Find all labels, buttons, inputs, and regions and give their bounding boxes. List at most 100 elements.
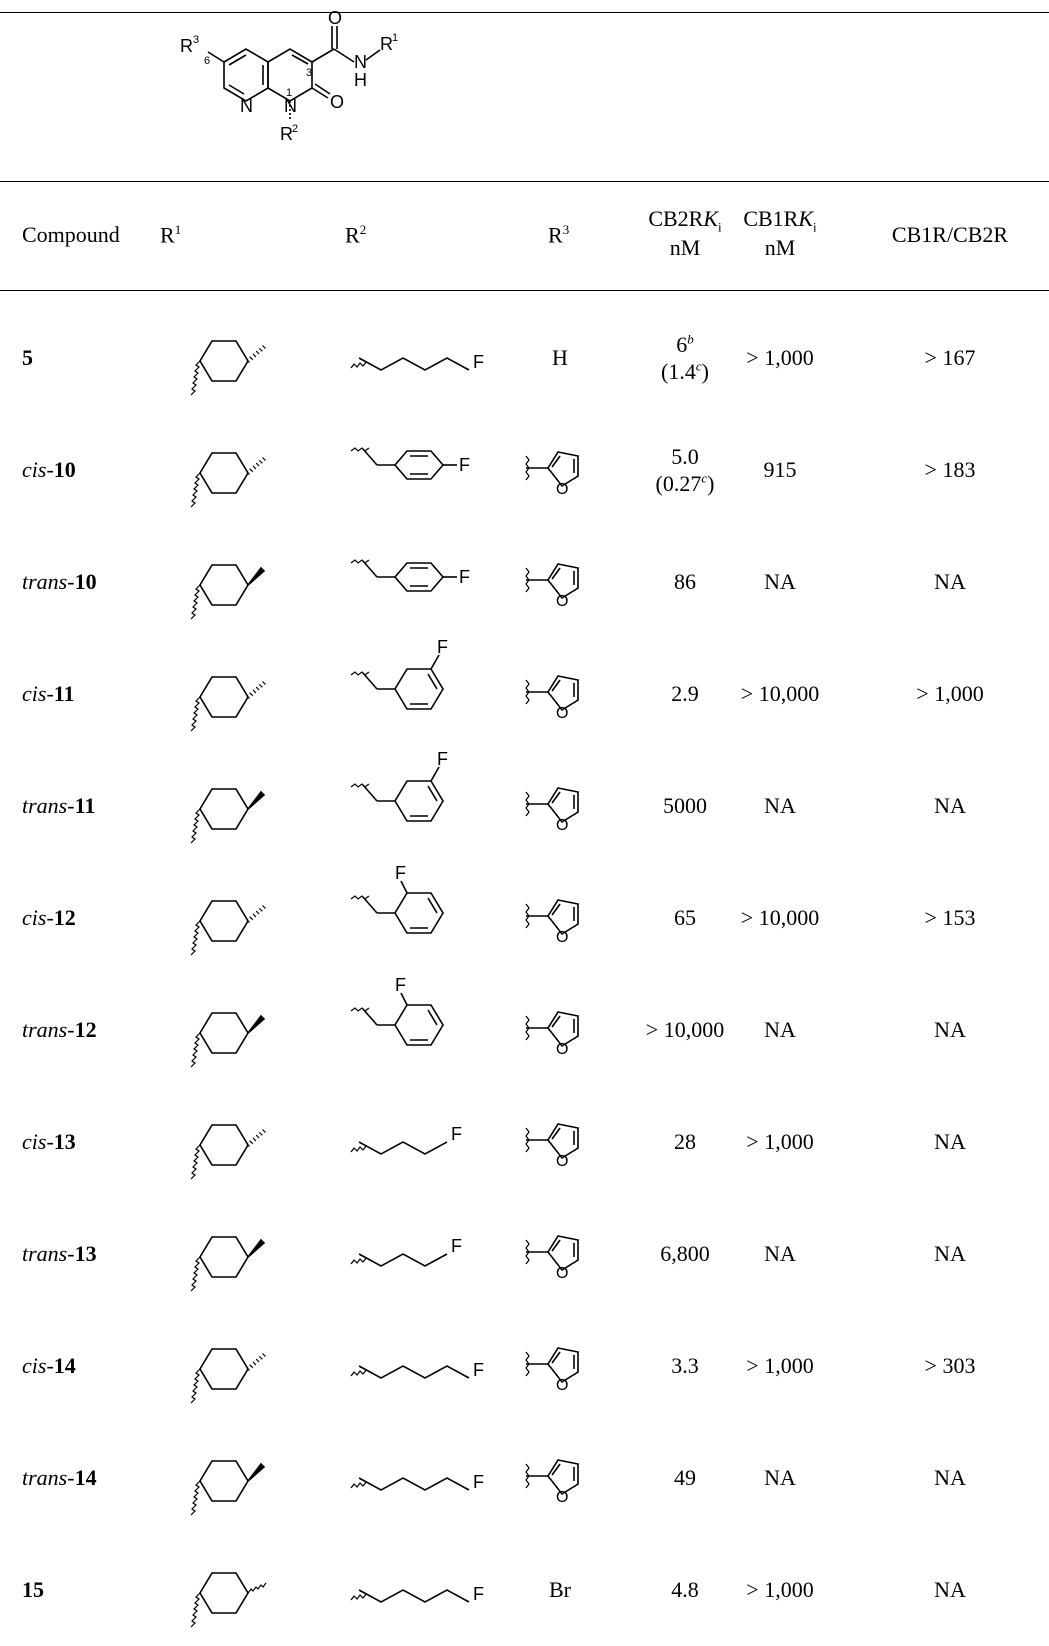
- cb1-ki-value: > 1,000: [746, 1129, 814, 1154]
- r1-structure: [160, 1198, 275, 1310]
- r3-substituent: Br: [515, 1534, 605, 1646]
- selectivity-ratio: > 183: [924, 457, 976, 482]
- fluorine-label: F: [395, 863, 406, 883]
- fluorine-label: F: [437, 637, 448, 657]
- stereo-prefix: trans-: [22, 1465, 75, 1490]
- r1-structure: [160, 302, 275, 414]
- svg-text:1: 1: [392, 32, 398, 44]
- fluorine-label: F: [459, 455, 470, 475]
- header-compound: Compound: [22, 222, 120, 247]
- svg-text:N: N: [284, 96, 297, 116]
- footnote-marker: b: [687, 331, 694, 347]
- stereo-prefix: trans-: [22, 1017, 75, 1042]
- furan-icon: O: [525, 675, 579, 722]
- furan-icon: O: [525, 1459, 579, 1506]
- compound-name: cis- 13: [22, 1086, 142, 1198]
- r3-substituent: O: [515, 1422, 605, 1534]
- compound-name: cis- 14: [22, 1310, 142, 1422]
- top-rule: [0, 12, 1049, 13]
- svg-text:N: N: [354, 52, 367, 72]
- paren-close: ): [701, 359, 709, 384]
- cb2-ki-value: 6,800: [640, 1198, 730, 1310]
- r1-structure: [160, 974, 275, 1086]
- table-row: cis- 13 F O 28 > 1,000 NA: [0, 1086, 1049, 1198]
- stereo-prefix: cis-: [22, 1353, 54, 1378]
- cb2-ki-value: 5.0 (0.27c): [640, 414, 730, 526]
- compound-number: 13: [53, 1129, 76, 1154]
- cb1-ki-value: > 1,000: [746, 345, 814, 370]
- table-row: trans- 12 F O > 10,000 NA NA: [0, 974, 1049, 1086]
- furan-oxygen-label: O: [556, 1489, 568, 1506]
- selectivity-ratio: > 1,000: [916, 681, 984, 706]
- table-row: trans- 11 F O 5000 NA NA: [0, 749, 1049, 862]
- table-row: cis- 12 F O 65 > 10,000 > 153: [0, 862, 1049, 974]
- compound-name: 5: [22, 302, 142, 414]
- cb2-ki-value: 5000: [640, 750, 730, 862]
- fluorobenzyl-icon: F: [350, 863, 444, 934]
- compound-name: cis- 12: [22, 862, 142, 974]
- header-r2: R2: [345, 222, 367, 248]
- compound-number: 5: [22, 345, 33, 370]
- r2-structure: F: [345, 1086, 505, 1198]
- compound-name: cis- 11: [22, 638, 142, 750]
- svg-text:R: R: [380, 34, 393, 54]
- r3-text: H: [552, 345, 568, 370]
- r1-structure: [160, 1310, 275, 1422]
- selectivity-ratio: NA: [934, 569, 966, 594]
- fluorine-label: F: [451, 1236, 462, 1256]
- stereo-prefix: cis-: [22, 905, 54, 930]
- selectivity-ratio: > 153: [924, 905, 976, 930]
- compound-name: trans- 12: [22, 974, 142, 1086]
- header-top-rule: [0, 181, 1049, 182]
- footnote-marker: c: [701, 470, 708, 486]
- table-row: cis- 11 F O 2.9 > 10,000 > 1,000: [0, 637, 1049, 750]
- furan-oxygen-label: O: [556, 1377, 568, 1394]
- cb1-ki-value: NA: [764, 1017, 796, 1042]
- stereo-prefix: cis-: [22, 1129, 54, 1154]
- fluoroalkyl-chain-icon: F: [350, 1360, 484, 1380]
- r3-text: Br: [549, 1577, 571, 1602]
- fluorine-label: F: [473, 352, 484, 372]
- cb1-ki-value: > 1,000: [746, 1353, 814, 1378]
- cb1-ki-value: 915: [763, 457, 797, 482]
- r1-structure: [160, 414, 275, 526]
- selectivity-ratio: NA: [934, 1017, 966, 1042]
- r1-structure: [160, 1086, 275, 1198]
- r2-structure: F: [345, 414, 505, 526]
- fluoroalkyl-chain-icon: F: [350, 1584, 484, 1604]
- cb1-ki-value: > 10,000: [740, 681, 820, 706]
- fluoroalkyl-chain-icon: F: [350, 1124, 462, 1155]
- fluorobenzyl-icon: F: [350, 749, 448, 822]
- footnote-marker: c: [695, 358, 702, 374]
- furan-icon: O: [525, 1235, 579, 1282]
- r2-structure: F: [345, 526, 505, 638]
- svg-text:N: N: [240, 96, 253, 116]
- furan-oxygen-label: O: [556, 481, 568, 498]
- r3-substituent: H: [515, 302, 605, 414]
- compound-name: cis- 10: [22, 414, 142, 526]
- fluoroalkyl-chain-icon: F: [350, 1236, 462, 1267]
- svg-text:O: O: [330, 92, 344, 112]
- compound-name: trans- 14: [22, 1422, 142, 1534]
- cyclohexyl-icon: [190, 788, 266, 844]
- fluorobenzyl-icon: F: [350, 447, 470, 480]
- paren-close: ): [707, 471, 715, 496]
- fluoroalkyl-chain-icon: F: [350, 1472, 484, 1492]
- cyclohexyl-icon: [190, 1236, 266, 1292]
- r1-structure: [160, 1534, 275, 1646]
- cyclohexyl-icon: [190, 1460, 266, 1516]
- header-bottom-rule: [0, 290, 1049, 291]
- r2-structure: F: [345, 637, 505, 750]
- r1-structure: [160, 526, 275, 638]
- scaffold-r3: R: [180, 36, 193, 56]
- svg-text:R: R: [280, 124, 293, 144]
- svg-text:3: 3: [306, 67, 312, 79]
- fluorine-label: F: [437, 749, 448, 769]
- r3-substituent: O: [515, 526, 605, 638]
- fluorobenzyl-icon: F: [350, 975, 444, 1046]
- fluorobenzyl-icon: F: [350, 637, 448, 710]
- furan-icon: O: [525, 451, 579, 498]
- furan-oxygen-label: O: [556, 1265, 568, 1282]
- cb2-ki-value: 86: [640, 526, 730, 638]
- table-row: 5 F H 6b (1.4c) > 1,000 > 167: [0, 302, 1049, 414]
